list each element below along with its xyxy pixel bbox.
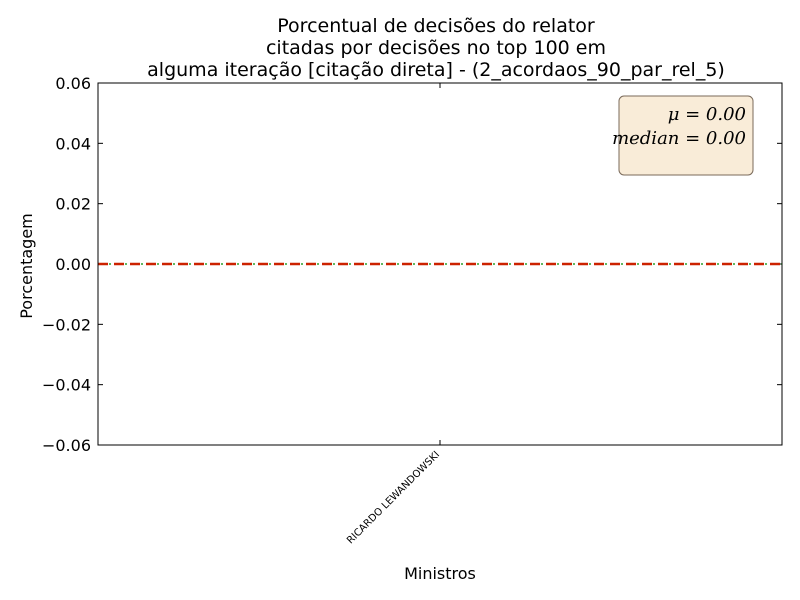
y-tick-label: −0.02 bbox=[42, 315, 91, 334]
y-tick-label: 0.06 bbox=[55, 74, 91, 93]
chart-title: Porcentual de decisões do relator citada… bbox=[147, 15, 725, 81]
y-tick-label: 0.00 bbox=[55, 255, 91, 274]
chart-title-line-1: Porcentual de decisões do relator bbox=[277, 15, 595, 37]
y-tick-label: 0.04 bbox=[55, 134, 91, 153]
chart-title-line-2: citadas por decisões no top 100 em bbox=[266, 37, 606, 59]
y-tick-label: −0.04 bbox=[42, 376, 91, 395]
stats-box-background bbox=[618, 95, 754, 176]
y-tick-label: −0.06 bbox=[42, 436, 91, 455]
x-tick-label: RICARDO LEWANDOWSKI bbox=[345, 449, 442, 546]
stats-median: median = 0.00 bbox=[612, 128, 746, 149]
stats-mean: μ = 0.00 bbox=[668, 104, 746, 125]
plot-frame bbox=[97, 82, 783, 446]
chart-title-line-3: alguma iteração [citação direta] - (2_ac… bbox=[147, 59, 725, 81]
stats-box: μ = 0.00 median = 0.00 bbox=[612, 95, 754, 176]
x-axis-label: Ministros bbox=[404, 564, 476, 583]
y-axis-label: Porcentagem bbox=[17, 213, 36, 319]
y-axis-ticks: 0.06 0.04 0.02 0.00 −0.02 −0.04 −0.06 bbox=[42, 74, 782, 455]
y-tick-label: 0.02 bbox=[55, 195, 91, 214]
